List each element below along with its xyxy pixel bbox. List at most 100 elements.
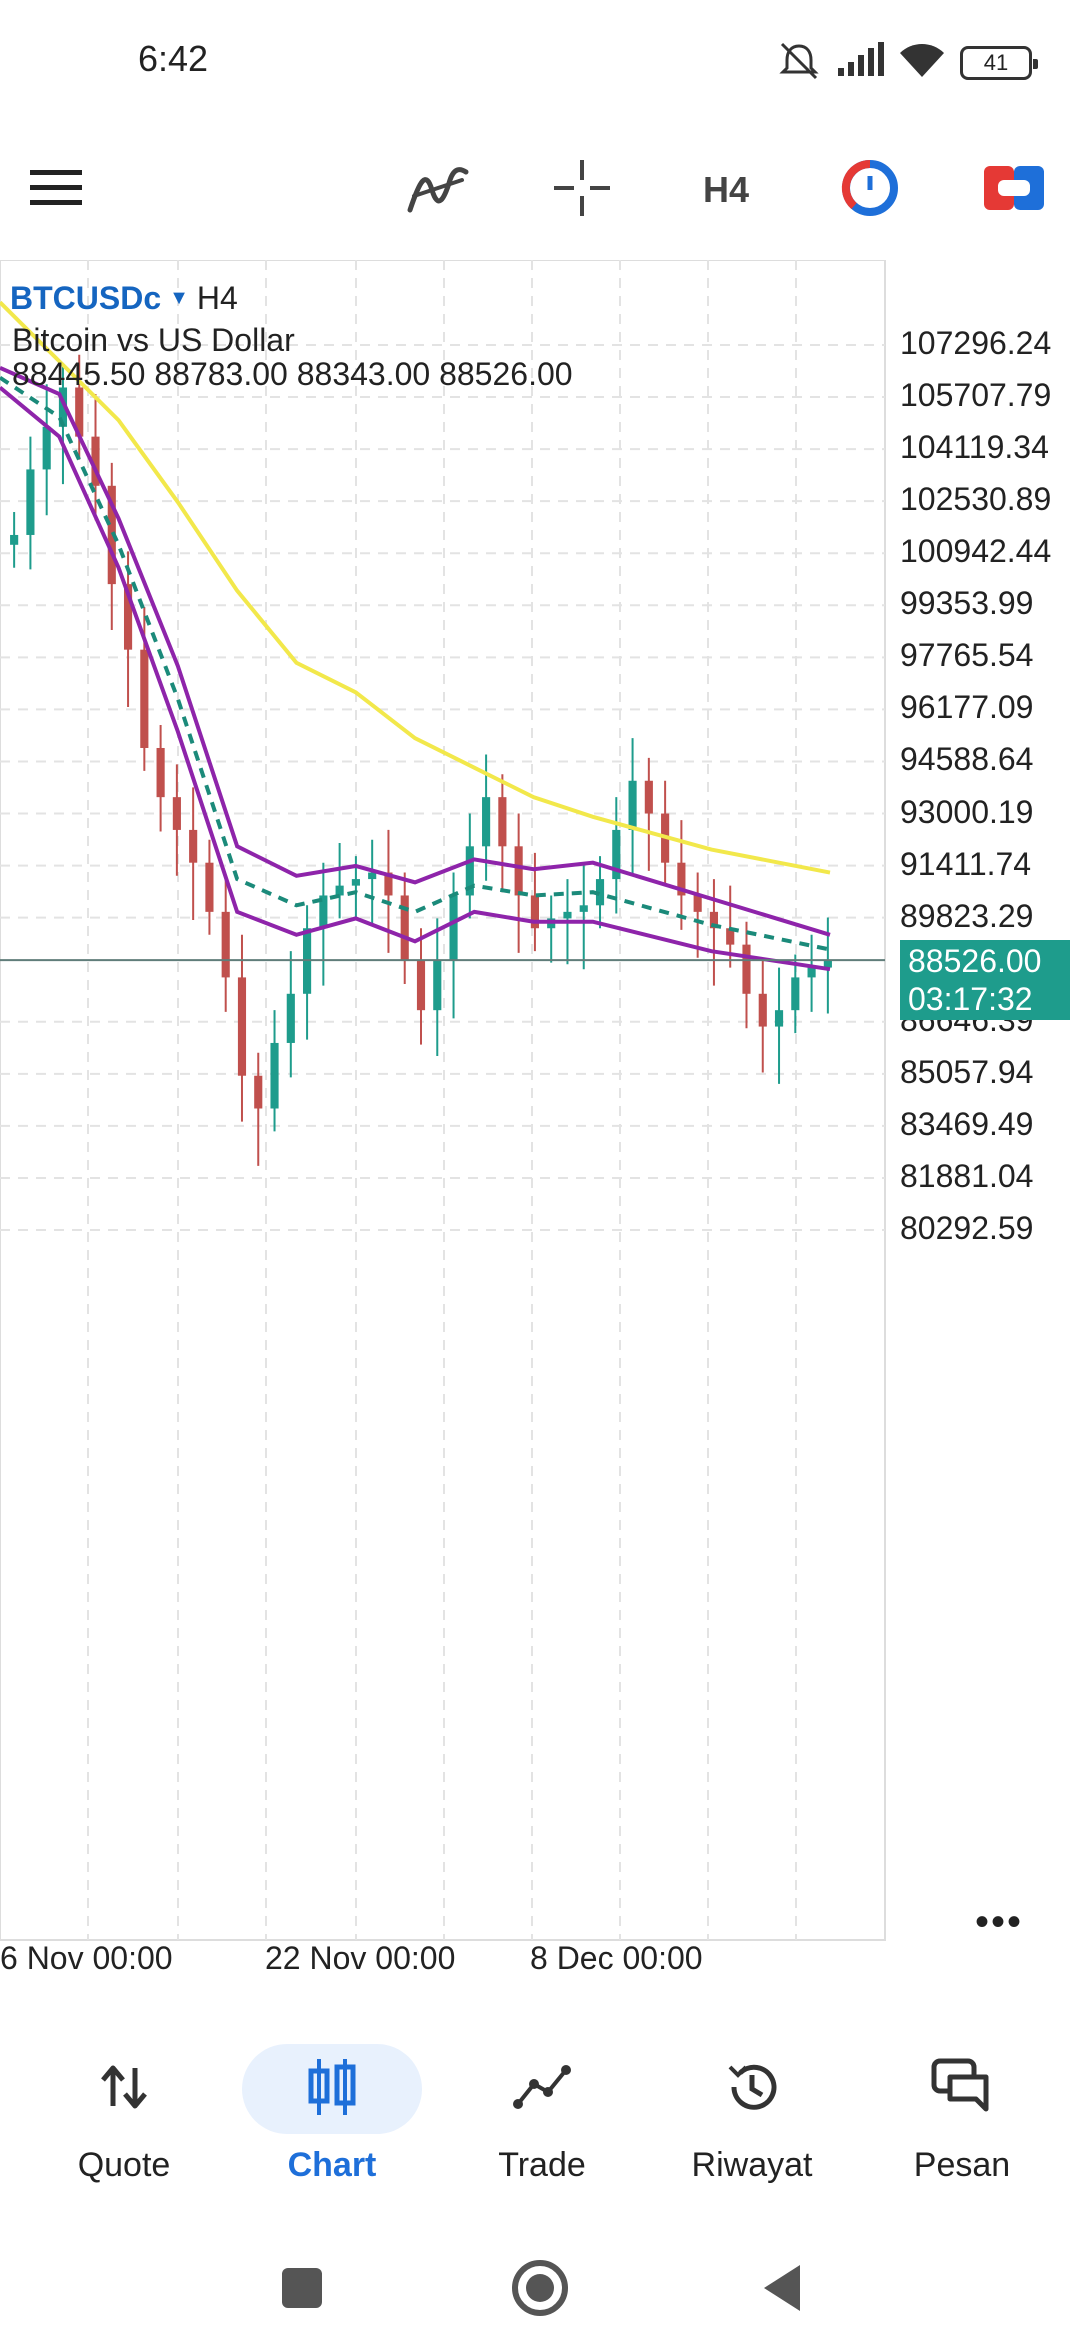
price-tick-label: 91411.74 xyxy=(900,845,1032,882)
candle xyxy=(107,462,116,631)
price-tick-label: 100942.44 xyxy=(900,533,1052,570)
signal-icon xyxy=(836,42,884,83)
price-tick-label: 96177.09 xyxy=(900,689,1034,726)
symbol-description: Bitcoin vs US Dollar xyxy=(12,322,295,358)
nav-history[interactable]: Riwayat xyxy=(662,2020,842,2220)
symbol-dropdown-icon[interactable]: ▼ xyxy=(169,287,189,309)
candle xyxy=(465,813,474,919)
candle xyxy=(319,862,328,986)
status-icons: 41 xyxy=(776,40,1038,85)
series-bb-lower xyxy=(0,385,831,972)
plot-frame xyxy=(0,260,886,1941)
crosshair-icon xyxy=(552,158,612,223)
candle xyxy=(270,1010,279,1132)
candle xyxy=(791,954,800,1034)
candle xyxy=(205,839,214,935)
price-tick-label: 102530.89 xyxy=(900,481,1052,518)
price-tick-label: 107296.24 xyxy=(900,325,1052,361)
candle xyxy=(254,1052,263,1166)
more-options-icon[interactable]: ••• xyxy=(975,1900,1024,1944)
price-tick-label: 83469.49 xyxy=(900,1105,1034,1142)
back-button[interactable] xyxy=(752,2260,812,2320)
home-circle-icon xyxy=(510,2258,570,2323)
current-price-tag: 88526.00 03:17:32 xyxy=(900,940,1070,1021)
candle xyxy=(368,839,377,925)
status-bar: 6:42 41 xyxy=(0,0,1080,120)
candle xyxy=(189,787,198,921)
quote-icon-wrap xyxy=(34,2044,214,2134)
menu-button[interactable] xyxy=(16,150,96,230)
back-triangle-icon xyxy=(760,2263,804,2318)
candle xyxy=(384,829,393,953)
one-click-trading-button[interactable] xyxy=(830,150,910,230)
system-navigation xyxy=(0,2230,1080,2340)
candle xyxy=(758,961,767,1073)
home-button[interactable] xyxy=(510,2258,570,2323)
price-chart[interactable]: BTCUSDc ▼ H4 Bitcoin vs US Dollar 88445.… xyxy=(0,260,1080,1980)
trade-panel-icon xyxy=(984,165,1044,215)
nav-trade[interactable]: Trade xyxy=(452,2020,632,2220)
hamburger-icon xyxy=(30,168,82,213)
time-tick-label: 6 Nov 00:00 xyxy=(0,1940,173,1976)
square-icon xyxy=(280,2266,324,2315)
candle xyxy=(75,354,84,460)
candle xyxy=(433,918,442,1057)
crosshair-button[interactable] xyxy=(542,150,622,230)
candle xyxy=(677,820,686,930)
history-icon-wrap xyxy=(662,2044,842,2134)
candle xyxy=(498,774,507,893)
candle xyxy=(579,862,588,970)
series-ma xyxy=(0,300,831,875)
series-bb-middle xyxy=(0,375,831,952)
nav-messages[interactable]: Pesan xyxy=(872,2020,1052,2220)
candle xyxy=(10,512,19,568)
candle xyxy=(26,436,35,570)
time-tick-label: 22 Nov 00:00 xyxy=(265,1940,456,1976)
price-tick-label: 81881.04 xyxy=(900,1157,1034,1194)
price-tick-label: 97765.54 xyxy=(900,637,1034,674)
candle xyxy=(400,872,409,984)
nav-quote[interactable]: Quote xyxy=(34,2020,214,2220)
candle xyxy=(156,725,165,832)
symbol-name[interactable]: BTCUSDc xyxy=(10,280,162,316)
candle xyxy=(416,928,426,1045)
candle xyxy=(774,967,784,1084)
indicators-button[interactable] xyxy=(398,150,478,230)
symbol-header[interactable]: BTCUSDc ▼ H4 xyxy=(10,280,238,317)
candle xyxy=(172,764,181,876)
timeframe-button[interactable]: H4 xyxy=(702,169,750,210)
chart-canvas[interactable] xyxy=(0,260,1080,1980)
candlestick-icon xyxy=(307,2057,357,2122)
quote-icon xyxy=(99,2062,149,2117)
candle xyxy=(91,394,100,521)
price-tick-label: 104119.34 xyxy=(900,429,1049,466)
current-price: 88526.00 xyxy=(908,943,1042,980)
series-bb-upper xyxy=(0,365,831,937)
trade-icon xyxy=(512,2062,572,2117)
price-tick-label: 105707.79 xyxy=(900,377,1052,414)
bottom-navigation: Quote Chart Trade Riwayat Pe xyxy=(0,2020,1080,2220)
candle xyxy=(693,872,702,958)
nav-chart[interactable]: Chart xyxy=(242,2020,422,2220)
candle xyxy=(237,934,247,1122)
price-tick-label: 89823.29 xyxy=(900,897,1034,934)
messages-icon-wrap xyxy=(872,2044,1052,2134)
price-tick-label: 99353.99 xyxy=(900,585,1034,622)
candle xyxy=(807,934,816,1012)
nav-messages-label: Pesan xyxy=(913,2146,1011,2184)
candle xyxy=(514,813,523,953)
trade-panel-button[interactable] xyxy=(974,150,1054,230)
time-tick-label: 8 Dec 00:00 xyxy=(530,1940,703,1976)
chart-icon-wrap xyxy=(242,2044,422,2134)
price-axis: 107296.24 105707.79 104119.34 102530.89 1009… xyxy=(900,260,1080,1980)
price-tick-label: 93000.19 xyxy=(900,793,1034,830)
candle xyxy=(709,879,719,986)
candle xyxy=(661,780,670,886)
price-tick-label: 94588.64 xyxy=(900,741,1034,778)
ohlc-values: 88445.50 88783.00 88343.00 88526.00 xyxy=(12,356,573,392)
one-click-icon xyxy=(840,158,900,223)
recents-button[interactable] xyxy=(272,2260,332,2320)
indicator-icon xyxy=(406,160,470,221)
candle xyxy=(547,895,556,963)
candle xyxy=(335,843,344,919)
